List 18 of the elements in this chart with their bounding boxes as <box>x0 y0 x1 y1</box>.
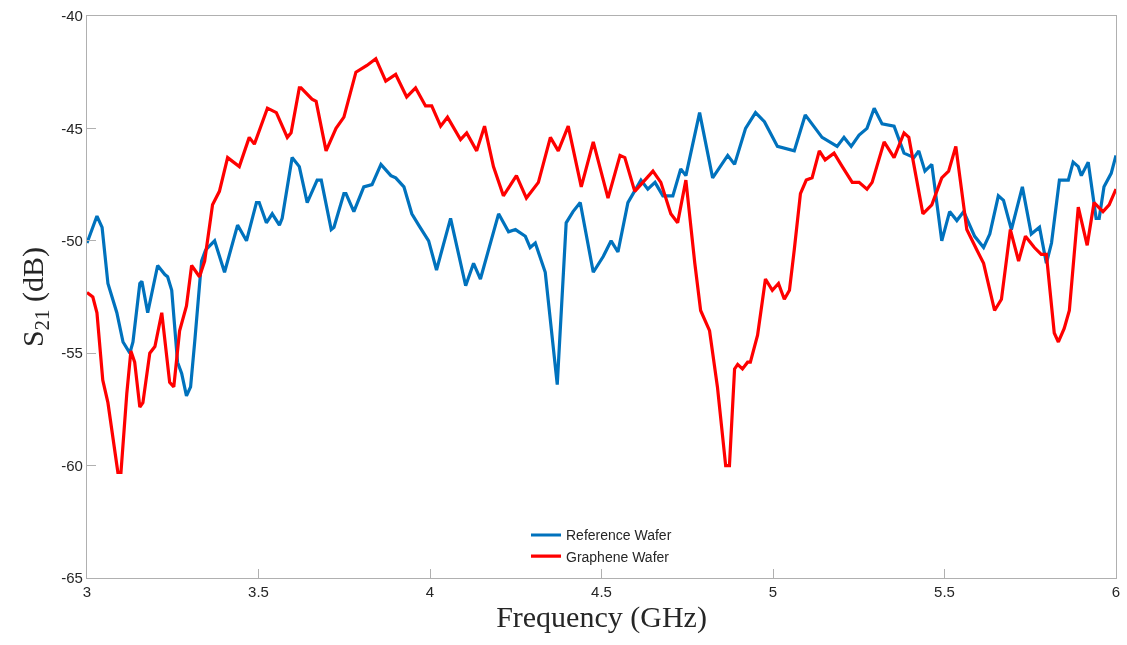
y-tick-label: -60 <box>61 456 83 474</box>
x-axis-title: Frequency (GHz) <box>496 600 707 635</box>
y-tick-label: -40 <box>61 7 83 25</box>
y-tick-label: -50 <box>61 232 83 250</box>
y-tick-label: -45 <box>61 119 83 137</box>
x-tick-label: 4.5 <box>591 583 612 601</box>
x-tick-label: 5 <box>768 583 778 601</box>
legend-label: Reference Wafer <box>566 527 672 544</box>
y-tick-label: -55 <box>61 344 83 362</box>
y-tick-label: -65 <box>61 569 83 587</box>
x-tick-label: 3 <box>82 583 92 601</box>
x-tick-label: 6 <box>1111 583 1121 601</box>
x-tick-label: 4 <box>425 583 435 601</box>
x-tick-label: 3.5 <box>248 583 269 601</box>
legend-label: Graphene Wafer <box>566 548 670 565</box>
line-series <box>87 57 1116 474</box>
x-tick-label: 5.5 <box>934 583 955 601</box>
line-series <box>87 106 1116 398</box>
